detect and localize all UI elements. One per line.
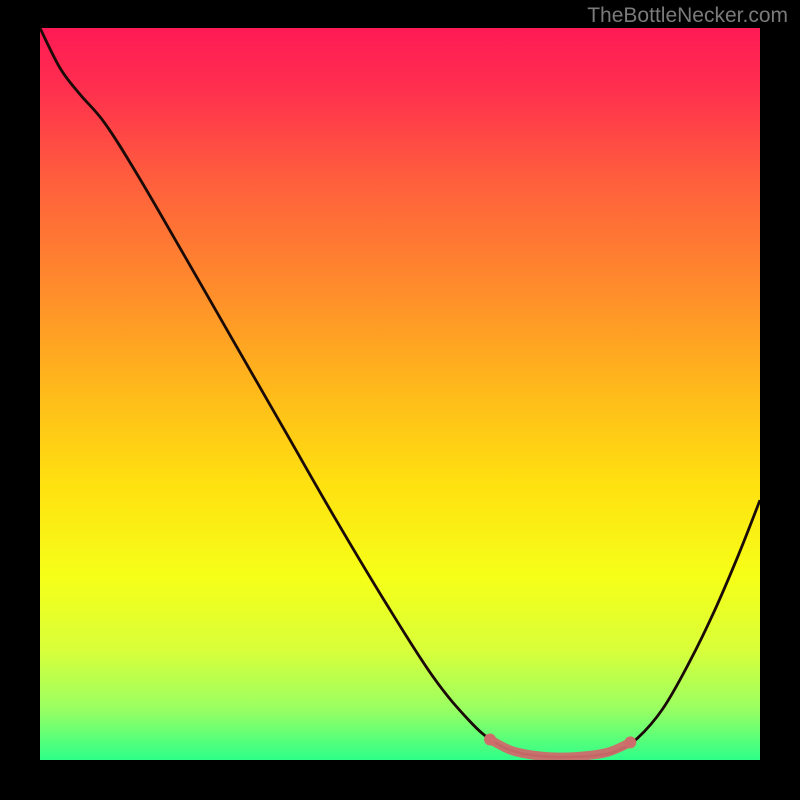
watermark-text: TheBottleNecker.com bbox=[587, 4, 788, 28]
chart-highlight-segment bbox=[40, 28, 760, 760]
chart-area bbox=[40, 28, 760, 760]
